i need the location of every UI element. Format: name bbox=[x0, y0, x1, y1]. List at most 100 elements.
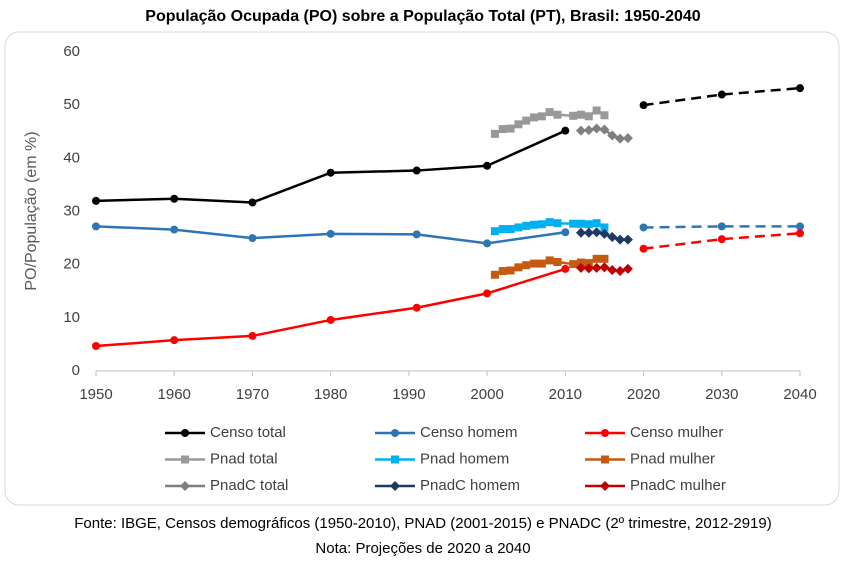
point bbox=[622, 133, 633, 144]
y-tick-label: 20 bbox=[63, 256, 80, 273]
legend-label: Pnad mulher bbox=[630, 450, 715, 467]
point bbox=[622, 263, 633, 274]
point bbox=[796, 229, 804, 238]
point bbox=[545, 256, 554, 265]
point bbox=[607, 130, 618, 141]
point bbox=[514, 223, 523, 232]
point bbox=[600, 111, 609, 120]
y-tick-label: 0 bbox=[72, 362, 80, 379]
point bbox=[537, 220, 546, 229]
point bbox=[170, 225, 179, 234]
point bbox=[170, 336, 179, 345]
point bbox=[530, 113, 539, 122]
legend-label: Censo homem bbox=[420, 424, 518, 441]
projection-line bbox=[643, 232, 801, 250]
x-tick-label: 1990 bbox=[392, 386, 425, 403]
point bbox=[622, 234, 633, 245]
point bbox=[412, 230, 421, 239]
legend-marker bbox=[390, 481, 400, 491]
y-axis-label: PO/População (em %) bbox=[23, 131, 40, 290]
point bbox=[170, 194, 179, 203]
point bbox=[522, 221, 531, 230]
point bbox=[569, 111, 578, 120]
point bbox=[483, 289, 492, 298]
point bbox=[583, 227, 594, 238]
legend-marker bbox=[391, 455, 399, 464]
point bbox=[615, 234, 626, 245]
point bbox=[248, 198, 257, 207]
point bbox=[592, 254, 601, 263]
point bbox=[607, 264, 618, 275]
point bbox=[412, 166, 421, 175]
chart-title: População Ocupada (PO) sobre a População… bbox=[145, 8, 701, 25]
point bbox=[553, 258, 562, 267]
x-tick-label: 2010 bbox=[549, 386, 582, 403]
point bbox=[506, 266, 515, 275]
legend-label: Censo total bbox=[210, 424, 286, 441]
point bbox=[576, 110, 585, 119]
point bbox=[522, 116, 531, 125]
x-tick-label: 2040 bbox=[783, 386, 816, 403]
legend-marker bbox=[391, 429, 399, 437]
point bbox=[591, 227, 602, 238]
point bbox=[639, 101, 648, 110]
point bbox=[717, 90, 726, 99]
legend-marker bbox=[600, 481, 610, 491]
point bbox=[583, 263, 594, 274]
x-tick-label: 2000 bbox=[470, 386, 503, 403]
point bbox=[514, 263, 523, 272]
point bbox=[248, 331, 257, 340]
point bbox=[584, 112, 593, 121]
point bbox=[490, 227, 499, 236]
point bbox=[576, 219, 585, 228]
legend-marker bbox=[601, 455, 609, 464]
point bbox=[498, 125, 507, 134]
point bbox=[92, 342, 100, 351]
point bbox=[615, 266, 626, 277]
legend-marker bbox=[601, 429, 609, 437]
point bbox=[537, 112, 546, 121]
point bbox=[600, 254, 609, 263]
legend-label: PnadC mulher bbox=[630, 477, 726, 494]
point bbox=[412, 303, 421, 312]
point bbox=[530, 259, 539, 268]
point bbox=[561, 228, 570, 237]
point bbox=[717, 235, 726, 244]
point bbox=[584, 259, 593, 268]
x-tick-label: 2030 bbox=[705, 386, 738, 403]
point bbox=[326, 229, 335, 238]
legend-label: PnadC homem bbox=[420, 477, 520, 494]
point bbox=[796, 84, 804, 93]
point bbox=[490, 129, 499, 138]
point bbox=[326, 315, 335, 324]
point bbox=[717, 222, 726, 231]
x-tick-label: 1960 bbox=[158, 386, 191, 403]
y-tick-label: 30 bbox=[63, 202, 80, 219]
y-tick-label: 50 bbox=[63, 96, 80, 113]
point bbox=[483, 161, 492, 170]
x-tick-label: 1970 bbox=[236, 386, 269, 403]
point bbox=[591, 123, 602, 134]
y-tick-label: 10 bbox=[63, 309, 80, 326]
point bbox=[576, 258, 585, 267]
x-tick-label: 1980 bbox=[314, 386, 347, 403]
legend-label: Pnad total bbox=[210, 450, 278, 467]
y-tick-label: 60 bbox=[63, 43, 80, 60]
point bbox=[92, 196, 100, 205]
point bbox=[639, 244, 648, 253]
point bbox=[498, 225, 507, 234]
point bbox=[506, 124, 515, 133]
point bbox=[591, 262, 602, 273]
point bbox=[561, 126, 570, 135]
projection-line bbox=[643, 86, 801, 107]
point bbox=[592, 106, 601, 115]
point bbox=[599, 228, 610, 239]
point bbox=[490, 270, 499, 279]
point bbox=[575, 262, 586, 273]
point bbox=[615, 133, 626, 144]
point bbox=[592, 219, 601, 228]
point bbox=[545, 218, 554, 227]
point bbox=[583, 125, 594, 136]
legend-marker bbox=[180, 481, 190, 491]
legend-marker bbox=[181, 429, 189, 437]
